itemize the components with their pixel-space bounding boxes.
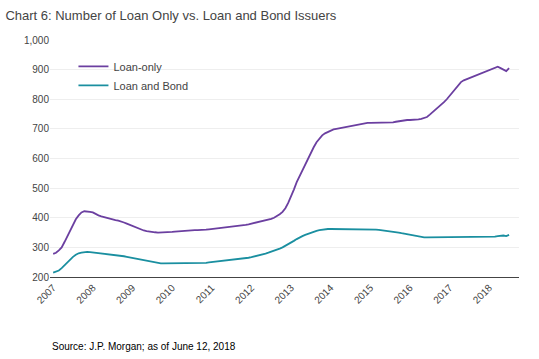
- svg-text:2011: 2011: [194, 282, 217, 305]
- svg-text:2017: 2017: [431, 282, 455, 306]
- svg-text:500: 500: [32, 183, 49, 194]
- svg-text:Chart 6: Number of Loan Only v: Chart 6: Number of Loan Only vs. Loan an…: [5, 8, 336, 23]
- svg-text:2009: 2009: [114, 282, 138, 306]
- svg-text:2015: 2015: [352, 282, 376, 306]
- svg-text:Loan-only: Loan-only: [113, 61, 162, 73]
- svg-text:800: 800: [32, 94, 49, 105]
- svg-text:2013: 2013: [272, 282, 296, 306]
- svg-text:200: 200: [32, 272, 49, 283]
- svg-text:2012: 2012: [233, 282, 257, 306]
- svg-text:300: 300: [32, 242, 49, 253]
- svg-text:2016: 2016: [391, 282, 415, 306]
- svg-text:2007: 2007: [35, 282, 59, 306]
- svg-text:2014: 2014: [312, 282, 336, 306]
- svg-text:900: 900: [32, 64, 49, 75]
- svg-text:600: 600: [32, 153, 49, 164]
- svg-text:400: 400: [32, 212, 49, 223]
- svg-text:2018: 2018: [471, 282, 495, 306]
- svg-text:2010: 2010: [154, 282, 178, 306]
- svg-text:2008: 2008: [74, 282, 98, 306]
- svg-text:Source: J.P. Morgan; as of Jun: Source: J.P. Morgan; as of June 12, 2018: [52, 341, 236, 352]
- svg-text:Loan and Bond: Loan and Bond: [113, 80, 188, 92]
- svg-text:1,000: 1,000: [24, 35, 49, 46]
- svg-text:700: 700: [32, 123, 49, 134]
